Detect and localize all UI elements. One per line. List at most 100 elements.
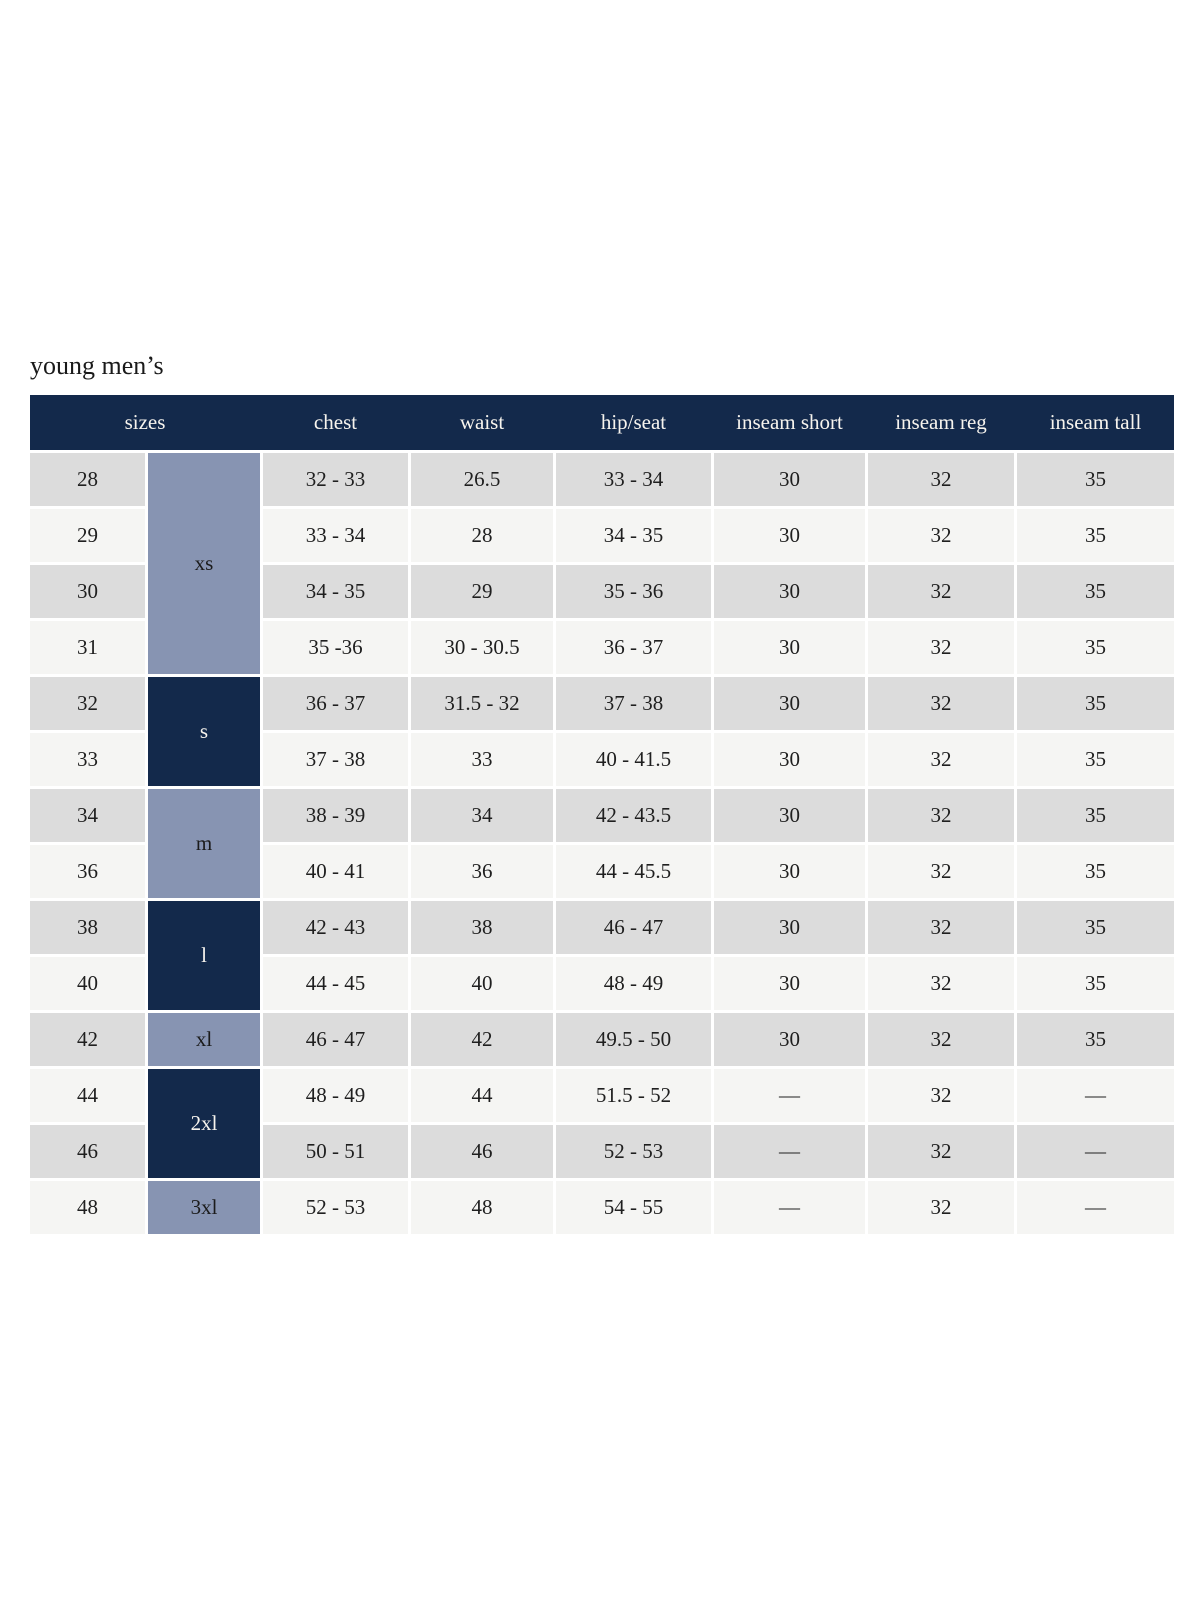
data-cell-inseam-tall: 35 bbox=[1017, 677, 1174, 730]
data-cell-inseam-reg: 32 bbox=[868, 1125, 1014, 1178]
size-cell: 29 bbox=[30, 509, 145, 562]
data-cell-chest: 32 - 33 bbox=[263, 453, 408, 506]
size-table-body: 28 32 - 33 26.5 33 - 34 30 32 35 29 33 - 34 28 34 … bbox=[30, 453, 1174, 1234]
data-cell-inseam-short: 30 bbox=[714, 1013, 865, 1066]
data-cell-inseam-tall: 35 bbox=[1017, 621, 1174, 674]
data-cell-hip-seat: 52 - 53 bbox=[556, 1125, 711, 1178]
size-cell: 30 bbox=[30, 565, 145, 618]
data-cell-inseam-reg: 32 bbox=[868, 1013, 1014, 1066]
data-cell-inseam-reg: 32 bbox=[868, 957, 1014, 1010]
data-cell-inseam-tall: 35 bbox=[1017, 845, 1174, 898]
data-cell-inseam-reg: 32 bbox=[868, 1069, 1014, 1122]
data-cell-hip-seat: 33 - 34 bbox=[556, 453, 711, 506]
data-cell-inseam-reg: 32 bbox=[868, 621, 1014, 674]
size-group-cell-l: l bbox=[148, 901, 260, 1010]
data-cell-inseam-short: 30 bbox=[714, 509, 865, 562]
size-cell: 42 bbox=[30, 1013, 145, 1066]
data-cell-chest: 42 - 43 bbox=[263, 901, 408, 954]
data-cell-waist: 44 bbox=[411, 1069, 553, 1122]
data-cell-inseam-short: — bbox=[714, 1125, 865, 1178]
data-cell-chest: 38 - 39 bbox=[263, 789, 408, 842]
data-cell-hip-seat: 54 - 55 bbox=[556, 1181, 711, 1234]
size-group-cell-2xl: 2xl bbox=[148, 1069, 260, 1178]
size-cell: 33 bbox=[30, 733, 145, 786]
data-cell-inseam-tall: — bbox=[1017, 1181, 1174, 1234]
data-cell-inseam-tall: 35 bbox=[1017, 1013, 1174, 1066]
table-header-row: sizes chest waist hip/seat inseam short … bbox=[30, 395, 1174, 450]
data-cell-inseam-short: 30 bbox=[714, 565, 865, 618]
data-cell-inseam-reg: 32 bbox=[868, 677, 1014, 730]
data-cell-inseam-reg: 32 bbox=[868, 733, 1014, 786]
data-cell-waist: 29 bbox=[411, 565, 553, 618]
column-header-inseam-short: inseam short bbox=[736, 410, 843, 434]
column-header-waist: waist bbox=[459, 410, 505, 434]
data-cell-inseam-reg: 32 bbox=[868, 453, 1014, 506]
data-cell-chest: 35 -36 bbox=[263, 621, 408, 674]
size-cell: 40 bbox=[30, 957, 145, 1010]
column-header-chest: chest bbox=[313, 410, 358, 434]
page-title: young men’s bbox=[30, 351, 164, 380]
data-cell-chest: 37 - 38 bbox=[263, 733, 408, 786]
data-cell-inseam-tall: 35 bbox=[1017, 901, 1174, 954]
size-cell: 46 bbox=[30, 1125, 145, 1178]
column-header-sizes: sizes bbox=[124, 410, 166, 434]
data-cell-inseam-reg: 32 bbox=[868, 901, 1014, 954]
data-cell-inseam-short: — bbox=[714, 1069, 865, 1122]
data-cell-hip-seat: 51.5 - 52 bbox=[556, 1069, 711, 1122]
data-cell-inseam-tall: 35 bbox=[1017, 453, 1174, 506]
size-cell: 38 bbox=[30, 901, 145, 954]
data-cell-inseam-reg: 32 bbox=[868, 789, 1014, 842]
size-group-cell-xs: xs bbox=[148, 453, 260, 674]
data-cell-inseam-short: 30 bbox=[714, 733, 865, 786]
size-cell: 36 bbox=[30, 845, 145, 898]
size-cell: 34 bbox=[30, 789, 145, 842]
data-cell-inseam-tall: 35 bbox=[1017, 789, 1174, 842]
size-group-cell-xl: xl bbox=[148, 1013, 260, 1066]
data-cell-waist: 26.5 bbox=[411, 453, 553, 506]
data-cell-hip-seat: 48 - 49 bbox=[556, 957, 711, 1010]
data-cell-chest: 40 - 41 bbox=[263, 845, 408, 898]
data-cell-inseam-reg: 32 bbox=[868, 1181, 1014, 1234]
data-cell-hip-seat: 44 - 45.5 bbox=[556, 845, 711, 898]
data-cell-chest: 46 - 47 bbox=[263, 1013, 408, 1066]
column-header-hip-seat: hip/seat bbox=[600, 410, 667, 434]
data-cell-hip-seat: 36 - 37 bbox=[556, 621, 711, 674]
size-cell: 32 bbox=[30, 677, 145, 730]
data-cell-hip-seat: 49.5 - 50 bbox=[556, 1013, 711, 1066]
data-cell-waist: 42 bbox=[411, 1013, 553, 1066]
data-cell-waist: 34 bbox=[411, 789, 553, 842]
data-cell-waist: 46 bbox=[411, 1125, 553, 1178]
size-group-cell-s: s bbox=[148, 677, 260, 786]
size-table: sizes chest waist hip/seat inseam short … bbox=[30, 395, 1174, 1234]
data-cell-waist: 33 bbox=[411, 733, 553, 786]
data-cell-hip-seat: 37 - 38 bbox=[556, 677, 711, 730]
column-header-inseam-tall: inseam tall bbox=[1049, 410, 1142, 434]
data-cell-inseam-tall: — bbox=[1017, 1069, 1174, 1122]
data-cell-waist: 30 - 30.5 bbox=[411, 621, 553, 674]
data-cell-inseam-tall: 35 bbox=[1017, 957, 1174, 1010]
data-cell-chest: 48 - 49 bbox=[263, 1069, 408, 1122]
data-cell-hip-seat: 42 - 43.5 bbox=[556, 789, 711, 842]
data-cell-inseam-short: 30 bbox=[714, 677, 865, 730]
data-cell-waist: 31.5 - 32 bbox=[411, 677, 553, 730]
data-cell-chest: 34 - 35 bbox=[263, 565, 408, 618]
data-cell-chest: 50 - 51 bbox=[263, 1125, 408, 1178]
data-cell-inseam-reg: 32 bbox=[868, 845, 1014, 898]
data-cell-inseam-reg: 32 bbox=[868, 565, 1014, 618]
data-cell-hip-seat: 46 - 47 bbox=[556, 901, 711, 954]
data-cell-inseam-tall: — bbox=[1017, 1125, 1174, 1178]
data-cell-chest: 52 - 53 bbox=[263, 1181, 408, 1234]
data-cell-inseam-short: 30 bbox=[714, 453, 865, 506]
data-cell-waist: 28 bbox=[411, 509, 553, 562]
data-cell-inseam-tall: 35 bbox=[1017, 509, 1174, 562]
data-cell-chest: 44 - 45 bbox=[263, 957, 408, 1010]
column-header-inseam-reg: inseam reg bbox=[895, 410, 987, 434]
data-cell-inseam-tall: 35 bbox=[1017, 565, 1174, 618]
data-cell-inseam-short: 30 bbox=[714, 901, 865, 954]
data-cell-chest: 36 - 37 bbox=[263, 677, 408, 730]
size-group-cell-3xl: 3xl bbox=[148, 1181, 260, 1234]
data-cell-inseam-short: 30 bbox=[714, 957, 865, 1010]
data-cell-hip-seat: 40 - 41.5 bbox=[556, 733, 711, 786]
data-cell-inseam-short: 30 bbox=[714, 845, 865, 898]
